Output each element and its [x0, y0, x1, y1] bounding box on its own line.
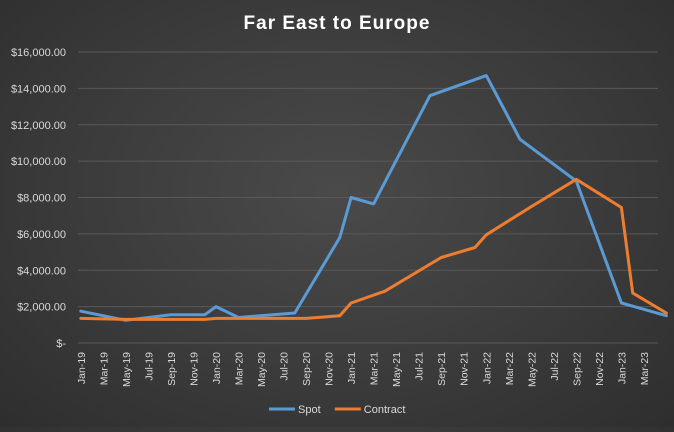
y-tick-label: $16,000.00 [11, 47, 66, 59]
chart-title: Far East to Europe [244, 13, 431, 34]
x-tick-label: May-22 [526, 352, 538, 387]
x-tick-label: Mar-23 [639, 352, 651, 385]
gridlines [78, 51, 658, 344]
y-tick-label: $4,000.00 [17, 265, 66, 277]
y-tick-label: $2,000.00 [17, 302, 66, 314]
x-tick-label: Nov-19 [188, 352, 200, 386]
series-lines [79, 74, 668, 322]
x-tick-label: Jul-19 [143, 352, 155, 381]
y-tick-label: $10,000.00 [11, 156, 66, 168]
x-tick-label: Sep-21 [436, 352, 448, 386]
legend: Spot Contract [269, 404, 405, 416]
x-tick-label: Jul-22 [549, 352, 561, 381]
x-tick-label: Sep-19 [166, 352, 178, 386]
x-tick-label: May-20 [256, 352, 268, 387]
x-tick-label: Mar-20 [233, 352, 245, 385]
x-tick-label: Sep-22 [571, 352, 583, 386]
series-line-spot [79, 74, 668, 322]
x-axis: Jan-19 Mar-19 May-19 Jul-19 Sep-19 Nov-19 Jan-… [76, 352, 651, 387]
x-tick-label: Mar-19 [98, 352, 110, 385]
x-tick-label: Jan-22 [481, 352, 493, 384]
legend-label-spot: Spot [298, 404, 321, 416]
legend-label-contract: Contract [364, 404, 406, 416]
x-tick-label: Mar-21 [369, 352, 381, 385]
y-tick-label: $- [56, 338, 66, 350]
y-tick-label: $12,000.00 [11, 120, 66, 132]
y-tick-label: $6,000.00 [17, 229, 66, 241]
x-tick-label: Jan-23 [616, 352, 628, 384]
x-tick-label: Jul-21 [414, 352, 426, 381]
x-tick-label: Mar-22 [504, 352, 516, 385]
y-tick-label: $14,000.00 [11, 83, 66, 95]
y-axis: $- $2,000.00 $4,000.00 $6,000.00 $8,000.00 $1… [11, 47, 66, 350]
x-tick-label: Jan-21 [346, 352, 358, 384]
x-tick-label: May-19 [121, 352, 133, 387]
x-tick-label: May-21 [391, 352, 403, 387]
x-tick-label: Nov-20 [324, 352, 336, 386]
y-tick-label: $8,000.00 [17, 193, 66, 205]
x-tick-label: Jul-20 [279, 352, 291, 381]
series-line-contract [79, 177, 668, 321]
x-tick-label: Jan-19 [76, 352, 88, 384]
x-tick-label: Jan-20 [211, 352, 223, 384]
x-tick-label: Nov-21 [459, 352, 471, 386]
x-tick-label: Nov-22 [594, 352, 606, 386]
x-tick-label: Sep-20 [301, 352, 313, 386]
